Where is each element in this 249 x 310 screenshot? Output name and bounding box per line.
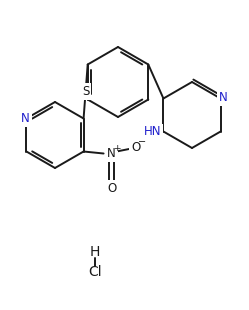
Text: N: N [107, 147, 116, 160]
Text: O: O [107, 182, 116, 195]
Text: H: H [90, 245, 100, 259]
Text: N: N [219, 91, 228, 104]
Text: N: N [21, 112, 30, 125]
Text: O: O [131, 141, 140, 154]
Text: +: + [113, 144, 120, 153]
Text: Cl: Cl [88, 265, 102, 279]
Text: HN: HN [144, 125, 161, 138]
Text: −: − [137, 138, 146, 148]
Text: S: S [82, 85, 89, 98]
